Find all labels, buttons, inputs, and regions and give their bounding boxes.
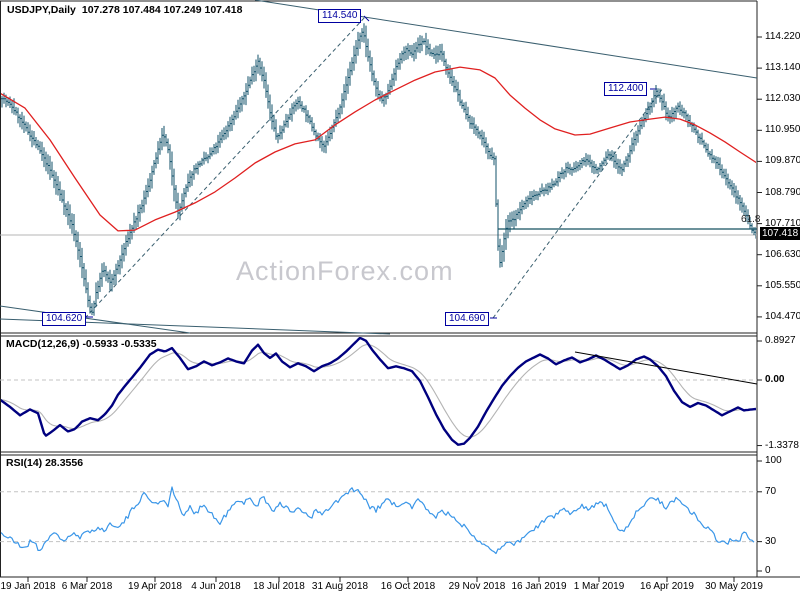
current-price-box: 107.418 [760, 227, 800, 240]
symbol-title: USDJPY,Daily 107.278 107.484 107.249 107.… [7, 4, 248, 16]
price-tick-104.470: 104.470 [765, 310, 800, 322]
callout-low-2018: 104.620 [42, 312, 87, 326]
date-tick-8: 16 Jan 2019 [511, 581, 567, 592]
date-tick-11: 30 May 2019 [705, 581, 763, 592]
date-tick-1: 6 Mar 2018 [61, 581, 113, 592]
callout-high-2018: 114.540 [318, 9, 362, 23]
price-tick-105.550: 105.550 [765, 279, 800, 291]
ohlc-quotes: 107.278 107.484 107.249 107.418 [81, 4, 243, 16]
date-tick-3: 4 Jun 2018 [191, 581, 241, 592]
price-tick-112.030: 112.030 [765, 93, 800, 105]
price-tick-110.950: 110.950 [765, 124, 800, 136]
price-tick-113.140: 113.140 [765, 62, 800, 74]
date-tick-7: 29 Nov 2018 [448, 581, 506, 592]
fib-level-label: 61.8 [741, 214, 761, 225]
date-tick-0: 19 Jan 2018 [0, 581, 56, 592]
macd-tick-0.00: 0.00 [765, 374, 785, 385]
watermark: ActionForex.com [236, 256, 454, 286]
rsi-label: RSI(14) 28.3556 [6, 457, 84, 469]
date-tick-9: 1 Mar 2019 [573, 581, 625, 592]
price-tick-108.790: 108.790 [765, 186, 800, 198]
price-tick-109.870: 109.870 [765, 155, 800, 167]
rsi-tick-30: 30 [765, 535, 777, 547]
macd-tick--1.3378: -1.3378 [765, 439, 799, 451]
rsi-tick-0: 0 [765, 565, 771, 576]
macd-label: MACD(12,26,9) -0.5933 -0.5335 [6, 338, 157, 350]
date-tick-6: 16 Oct 2018 [380, 581, 436, 592]
date-tick-4: 18 Jul 2018 [253, 581, 305, 592]
date-tick-5: 31 Aug 2018 [311, 581, 369, 592]
date-tick-10: 16 Apr 2019 [640, 581, 694, 592]
rsi-tick-100: 100 [765, 455, 782, 466]
macd-tick-0.8927: 0.8927 [765, 335, 796, 346]
callout-high-2019: 112.400 [604, 82, 648, 96]
rsi-tick-70: 70 [765, 485, 777, 497]
price-tick-107.710: 107.710 [765, 217, 800, 229]
price-tick-106.630: 106.630 [765, 248, 800, 260]
callout-low-2019: 104.690 [445, 312, 490, 326]
instrument-label: USDJPY,Daily [7, 4, 76, 16]
date-tick-2: 19 Apr 2018 [128, 581, 182, 592]
price-tick-114.220: 114.220 [765, 31, 800, 42]
